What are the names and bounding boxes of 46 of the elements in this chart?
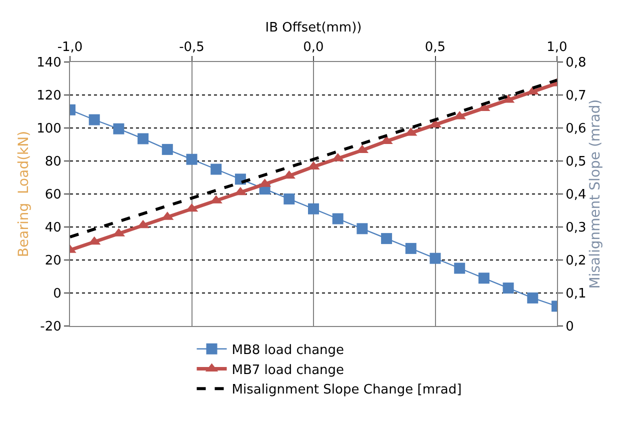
point	[284, 193, 295, 204]
point	[138, 133, 149, 144]
legend-label: MB8 load change	[232, 342, 344, 358]
y2-tick-label: 0,6	[566, 122, 586, 137]
point	[308, 203, 319, 214]
y2-axis-title: Misalignment Slope (mrad)	[588, 99, 604, 289]
point	[186, 154, 198, 165]
x-tick-label: 0,5	[424, 40, 446, 55]
y-tick-label: 40	[44, 220, 62, 236]
point	[405, 242, 416, 254]
y-axis-title: Bearing Load(kN)	[16, 130, 32, 258]
y2-tick-label: 0,8	[566, 56, 586, 71]
point	[502, 282, 514, 294]
y2-tick-label: 0,2	[566, 254, 586, 269]
y2-tick-label: 0,1	[566, 286, 586, 302]
y2-tick-label: 0,4	[566, 188, 586, 203]
x-tick-label: -1,0	[57, 40, 83, 55]
x-tick-label: -0,5	[179, 40, 204, 55]
y-tick-label: 0	[53, 286, 62, 302]
y-tick-label: 20	[44, 254, 62, 269]
point	[113, 123, 124, 134]
point	[332, 213, 344, 224]
point	[356, 223, 368, 234]
y-tick-label: 60	[44, 188, 62, 203]
y-tick-label: 80	[44, 154, 62, 170]
point	[527, 292, 538, 304]
x-axis-title: IB Offset(mm))	[265, 20, 362, 36]
point	[454, 262, 466, 274]
y-tick-label: 140	[36, 56, 62, 71]
x-tick-label: 1,0	[546, 40, 568, 55]
y2-tick-label: 0	[566, 320, 574, 335]
y2-tick-label: 0,7	[566, 88, 586, 104]
legend-label: Misalignment Slope Change [mrad]	[232, 382, 462, 398]
point	[381, 233, 392, 244]
legend-label: MB7 load change	[232, 362, 344, 378]
point	[88, 114, 100, 126]
y-tick-label: 100	[36, 122, 62, 137]
point	[162, 144, 173, 155]
y-tick-label: -20	[40, 320, 62, 335]
y-tick-label: 120	[36, 88, 62, 104]
point	[430, 252, 441, 264]
y2-tick-label: 0,5	[566, 154, 586, 170]
point	[478, 272, 490, 284]
y2-tick-label: 0,3	[566, 220, 586, 236]
point	[210, 164, 222, 175]
x-tick-label: 0,0	[303, 40, 324, 55]
